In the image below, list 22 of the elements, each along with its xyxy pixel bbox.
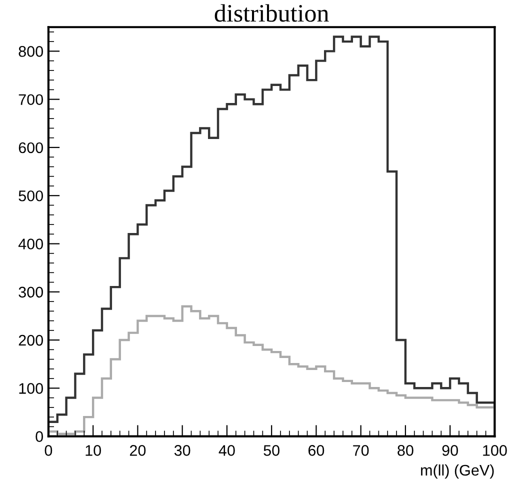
x-tick-label: 70: [353, 445, 369, 456]
y-tick-label: 600: [18, 142, 43, 154]
x-tick-label: 20: [130, 445, 146, 456]
x-tick-label: 30: [174, 445, 190, 456]
y-tick-label: 400: [18, 238, 43, 250]
y-tick-label: 500: [18, 190, 43, 202]
x-tick-label: 80: [398, 445, 414, 456]
y-tick-label: 0: [36, 431, 43, 442]
x-tick-label: 10: [86, 445, 101, 456]
x-tick-label: 90: [442, 445, 458, 456]
x-tick-label: 100: [483, 445, 507, 456]
x-tick-label: 50: [264, 445, 280, 456]
y-tick-label: 700: [18, 94, 43, 106]
y-tick-label: 300: [18, 286, 43, 298]
y-tick-label: 200: [18, 334, 43, 346]
y-tick-label: 800: [18, 46, 43, 57]
x-axis-title: m(ll) (GeV): [421, 464, 494, 479]
chart-title: distribution: [214, 4, 329, 22]
x-tick-label: 60: [308, 445, 324, 456]
x-tick-label: 0: [44, 445, 52, 456]
x-tick-label: 40: [218, 445, 235, 456]
y-tick-label: 100: [19, 383, 43, 394]
